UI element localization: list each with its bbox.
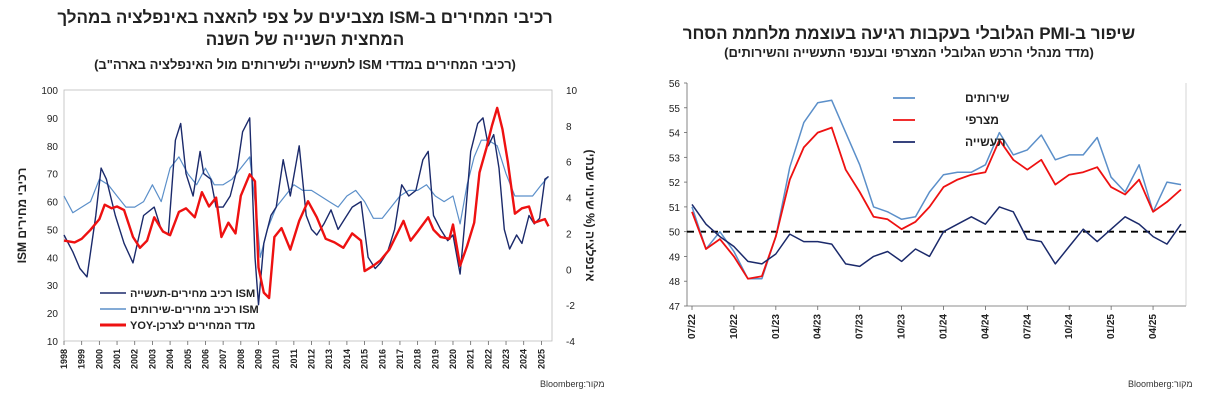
left-chart-title-line1: רכיבי המחירים ב-ISM מצביעים על צפי להאצה… (57, 8, 553, 27)
right-y-tick-label: 2 (566, 229, 572, 240)
x-tick-label: 07/22 (687, 314, 698, 339)
left-y-tick-label: 10 (47, 337, 59, 348)
x-tick-label: 04/23 (813, 314, 824, 339)
left-y-tick-label: 20 (47, 309, 59, 320)
x-tick-label: 2018 (413, 349, 423, 369)
left-y-tick-label: 90 (47, 114, 59, 125)
x-tick-label: 2003 (147, 349, 157, 369)
left-chart-subtitle: (רכיבי המחירים במדדי ISM לתעשייה ולשירות… (94, 57, 516, 72)
legend-label: YOY-מדד המחירים לצרכן (130, 319, 255, 332)
legend-label: רכיב מחירים-שירותים ISM (130, 304, 259, 316)
y-tick-label: 51 (669, 203, 681, 214)
x-tick-label: 07/24 (1022, 314, 1033, 339)
x-tick-label: 2016 (377, 349, 387, 369)
x-tick-label: 2013 (324, 349, 334, 369)
x-tick-label: 2020 (448, 349, 458, 369)
x-tick-label: 2001 (112, 349, 122, 369)
y-tick-label: 56 (669, 79, 681, 90)
y-tick-label: 55 (669, 104, 681, 115)
right-y-tick-label: 0 (566, 265, 572, 276)
x-tick-label: 1998 (59, 349, 69, 369)
legend-label: מצרפי (965, 113, 999, 127)
y-tick-label: 49 (669, 252, 681, 263)
left-y-tick-label: 30 (47, 281, 59, 292)
x-tick-label: 04/25 (1148, 314, 1159, 339)
x-tick-label: 10/23 (897, 314, 908, 339)
right-chart-title: שיפור ב-PMI הגלובלי בעקבות רגיעה בעוצמת … (682, 24, 1136, 43)
x-tick-label: 10/24 (1064, 314, 1075, 339)
x-tick-label: 2009 (253, 349, 263, 369)
x-tick-label: 2017 (395, 349, 405, 369)
x-tick-label: 2005 (183, 349, 193, 369)
right-y-tick-label: -4 (566, 337, 575, 348)
x-tick-label: 10/22 (729, 314, 740, 339)
legend-label: תעשייה (965, 135, 1006, 149)
right-y-tick-label: -2 (566, 301, 575, 312)
series-line-cpi-yoy (63, 106, 550, 300)
x-tick-label: 2022 (483, 349, 493, 369)
x-tick-label: 1999 (77, 349, 87, 369)
legend-label: רכיב מחירים-תעשייה ISM (130, 288, 255, 300)
x-tick-label: 04/24 (980, 314, 991, 339)
x-tick-label: 01/24 (938, 314, 949, 339)
left-y-tick-label: 70 (47, 170, 59, 181)
x-tick-label: 2007 (218, 349, 228, 369)
series-line-composite (691, 126, 1182, 280)
x-tick-label: 2010 (271, 349, 281, 369)
right-chart-panel: שיפור ב-PMI הגלובלי בעקבות רגיעה בעוצמת … (610, 0, 1208, 414)
right-y-tick-label: 10 (566, 86, 578, 97)
x-tick-label: 2011 (289, 349, 299, 369)
left-y-tick-label: 80 (47, 142, 59, 153)
left-chart-source: מקור:Bloomberg (540, 379, 605, 389)
series-line-ism-services (63, 139, 549, 258)
right-y-tick-label: 4 (566, 194, 572, 205)
left-y-tick-label: 40 (47, 253, 59, 264)
legend-label: שירותים (965, 91, 1010, 105)
left-plot-frame (63, 89, 553, 342)
x-tick-label: 01/25 (1106, 314, 1117, 339)
x-tick-label: 2014 (342, 349, 352, 369)
right-chart-source: מקור:Bloomberg (1128, 379, 1193, 389)
x-tick-label: 2015 (360, 349, 370, 369)
left-y-tick-label: 100 (41, 86, 58, 97)
x-tick-label: 2024 (519, 349, 529, 369)
x-tick-label: 2023 (501, 349, 511, 369)
y-tick-label: 54 (669, 129, 681, 140)
x-tick-label: 07/23 (855, 314, 866, 339)
y-tick-label: 52 (669, 178, 681, 189)
left-y-tick-label: 50 (47, 225, 59, 236)
series-line-manufacturing (691, 203, 1182, 268)
right-chart-plot: 47 48 49 50 51 52 53 54 55 56 07/22 10/22 01/23 04/23… (669, 79, 1187, 339)
y-tick-label: 50 (669, 228, 681, 239)
x-tick-label: 2012 (307, 349, 317, 369)
x-tick-label: 2021 (466, 349, 476, 369)
x-tick-label: 2000 (94, 349, 104, 369)
left-chart-panel: רכיבי המחירים ב-ISM מצביעים על צפי להאצה… (15, 8, 605, 389)
x-tick-label: 01/23 (771, 314, 782, 339)
x-tick-label: 2004 (165, 349, 175, 369)
x-tick-label: 2008 (236, 349, 246, 369)
y-tick-label: 53 (669, 153, 681, 164)
x-tick-label: 2006 (200, 349, 210, 369)
x-tick-label: 2002 (130, 349, 140, 369)
y-tick-label: 47 (669, 302, 681, 313)
right-y-tick-label: 8 (566, 122, 572, 133)
right-y-axis-label: אינפלציה (% שינוי שנתי) (583, 150, 597, 282)
left-y-tick-label: 60 (47, 198, 59, 209)
series-line-services (691, 99, 1182, 280)
y-tick-label: 48 (669, 277, 681, 288)
left-chart-title-line2: המחצית השנייה של השנה (205, 30, 405, 49)
right-chart-subtitle: (מדד מנהלי הרכש הגלובלי המצרפי ובענפי הת… (724, 45, 1094, 60)
x-tick-label: 2025 (536, 349, 546, 369)
left-y-axis-label: רכיבי מחירים ISM (15, 168, 29, 264)
right-y-tick-label: 6 (566, 158, 572, 169)
x-tick-label: 2019 (430, 349, 440, 369)
